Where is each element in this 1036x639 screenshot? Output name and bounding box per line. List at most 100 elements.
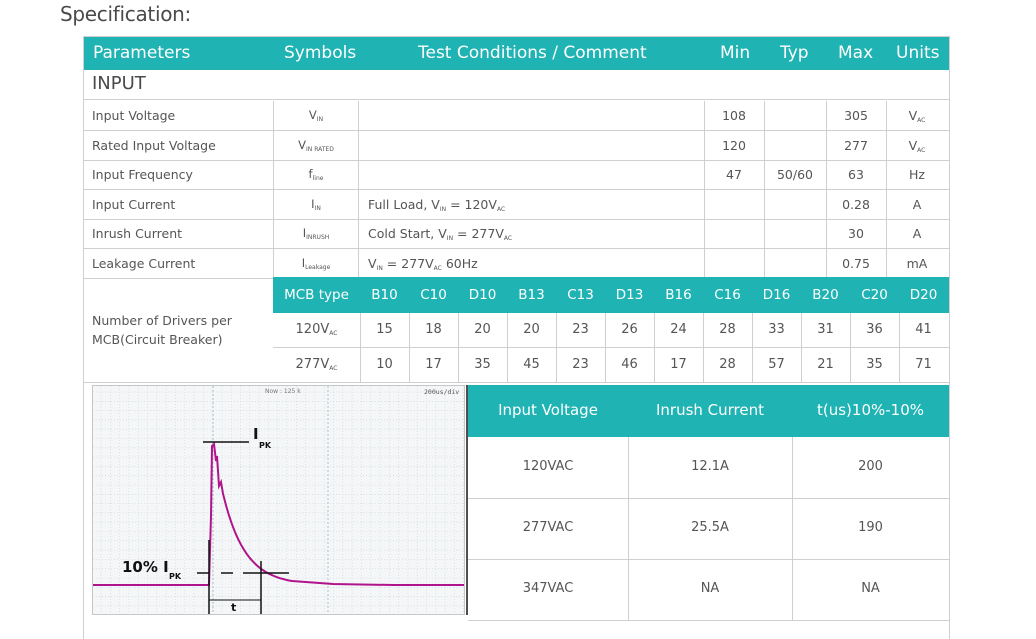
unit-base: Hz xyxy=(909,167,925,183)
mcb-type-c13: C13 xyxy=(567,287,594,303)
column-divider xyxy=(358,101,359,130)
condition-end: 60Hz xyxy=(441,256,478,271)
param-name: Input Frequency xyxy=(92,167,193,183)
spec-table: Parameters Symbols Test Conditions / Com… xyxy=(83,36,950,639)
param-name: Rated Input Voltage xyxy=(92,137,216,153)
column-divider xyxy=(358,130,359,160)
column-divider xyxy=(358,189,359,219)
mcb-value: 23 xyxy=(572,357,589,372)
mcb-value: 31 xyxy=(817,322,834,337)
column-divider xyxy=(886,130,887,160)
inrush-divider xyxy=(628,437,629,498)
mcb-column-divider xyxy=(458,313,459,383)
condition-tail: = 120V xyxy=(446,196,497,212)
column-divider xyxy=(704,130,705,160)
symbol-base: V xyxy=(308,108,317,122)
condition-sub: IN xyxy=(439,205,447,213)
mcb-row: 277VAC 10 17 35 45 23 46 17 28 57 21 35 71 xyxy=(273,348,949,383)
symbol-base: I xyxy=(311,196,315,211)
inrush-oscilloscope: Now : 125 k 200us/div I PK 10% I PK t xyxy=(92,385,465,615)
mcb-type-d10: D10 xyxy=(468,287,497,303)
unit-value: VAC xyxy=(886,101,948,130)
unit-base: V xyxy=(908,137,918,153)
column-divider xyxy=(826,101,827,130)
mcb-value: 45 xyxy=(523,357,540,372)
column-divider xyxy=(273,160,274,190)
column-divider xyxy=(358,160,359,190)
column-divider xyxy=(826,160,827,190)
unit-base: A xyxy=(912,226,922,242)
column-divider xyxy=(764,130,765,160)
unit-value: VAC xyxy=(886,131,948,160)
mcb-section: Number of Drivers per MCB(Circuit Breake… xyxy=(84,277,949,383)
test-condition: Full Load, VIN = 120VAC xyxy=(368,190,505,219)
column-divider xyxy=(358,249,359,278)
typ-value xyxy=(764,249,826,278)
column-divider xyxy=(704,101,705,130)
scope-timebase: 200us/div xyxy=(424,388,459,396)
mcb-type-d13: D13 xyxy=(615,287,644,303)
symbol-sub: line xyxy=(312,175,324,183)
unit-base: A xyxy=(912,196,922,212)
mcb-row-label: 277VAC xyxy=(273,357,360,372)
max-value: 0.75 xyxy=(842,256,870,271)
spec-row: Inrush Current IINRUSH Cold Start, VIN = 2… xyxy=(84,219,949,250)
ipk-label: I xyxy=(253,425,259,443)
param-name: Leakage Current xyxy=(92,256,196,271)
scope-grid xyxy=(93,386,464,614)
spec-row: Leakage Current ILeakage VIN = 277VAC 60Hz… xyxy=(84,249,949,279)
symbol-sub: INRUSH xyxy=(306,234,330,242)
mcb-value: 10 xyxy=(376,357,393,372)
mcb-value: 71 xyxy=(915,357,932,372)
min-value: 47 xyxy=(726,167,742,183)
mcb-value: 24 xyxy=(670,322,687,337)
mcb-column-divider xyxy=(409,313,410,383)
inrush-cell: 347VAC xyxy=(522,581,574,596)
param-name: Input Voltage xyxy=(92,108,176,123)
column-divider xyxy=(704,219,705,249)
min-value: 108 xyxy=(722,108,746,123)
column-divider xyxy=(273,189,274,219)
mcb-type-c20: C20 xyxy=(861,287,888,303)
spec-row: Input Voltage VIN 108 305 VAC xyxy=(84,101,949,131)
group-input: INPUT xyxy=(84,70,949,100)
symbol-sub: IN xyxy=(314,204,321,212)
mcb-value: 20 xyxy=(474,322,491,337)
mcb-value: 35 xyxy=(474,357,491,372)
condition-text: Full Load, V xyxy=(368,196,440,212)
spec-row: Rated Input Voltage VIN RATED 120 277 VAC xyxy=(84,130,949,161)
typ-value xyxy=(764,190,826,219)
unit-sub: AC xyxy=(917,146,926,154)
ten-pct-sub: PK xyxy=(169,572,182,581)
symbol-base: I xyxy=(302,226,307,241)
inrush-divider xyxy=(628,498,629,559)
condition-sub: IN xyxy=(376,265,383,272)
param-symbol: IIN xyxy=(274,190,358,219)
symbol-base: I xyxy=(301,256,306,270)
column-divider xyxy=(886,101,887,130)
oscilloscope-plot: Now : 125 k 200us/div I PK 10% I PK t xyxy=(93,386,464,614)
param-name: Inrush Current xyxy=(92,226,183,242)
unit-value: A xyxy=(886,219,948,248)
inrush-cell: 200 xyxy=(858,459,883,474)
inrush-divider xyxy=(792,498,793,559)
inrush-header-2: t(us)10%-10% xyxy=(817,401,924,419)
inrush-row: 120VAC 12.1A 200 xyxy=(468,437,949,499)
test-condition: VIN = 277VAC 60Hz xyxy=(368,249,478,278)
column-divider xyxy=(764,189,765,219)
mcb-type-b10: B10 xyxy=(371,287,398,303)
param-symbol: fline xyxy=(274,160,358,189)
column-divider xyxy=(826,249,827,278)
column-divider xyxy=(886,219,887,249)
condition-tail-sub: AC xyxy=(433,265,442,272)
mcb-column-divider xyxy=(507,313,508,383)
column-divider xyxy=(886,160,887,190)
mcb-value: 35 xyxy=(866,357,883,372)
mcb-value: 20 xyxy=(523,322,540,337)
typ-value: 50/60 xyxy=(776,167,814,183)
column-divider xyxy=(704,249,705,278)
column-divider xyxy=(273,130,274,160)
inrush-cell: NA xyxy=(861,581,880,596)
spec-header: Parameters Symbols Test Conditions / Com… xyxy=(84,37,949,70)
unit-value: Hz xyxy=(886,160,948,189)
